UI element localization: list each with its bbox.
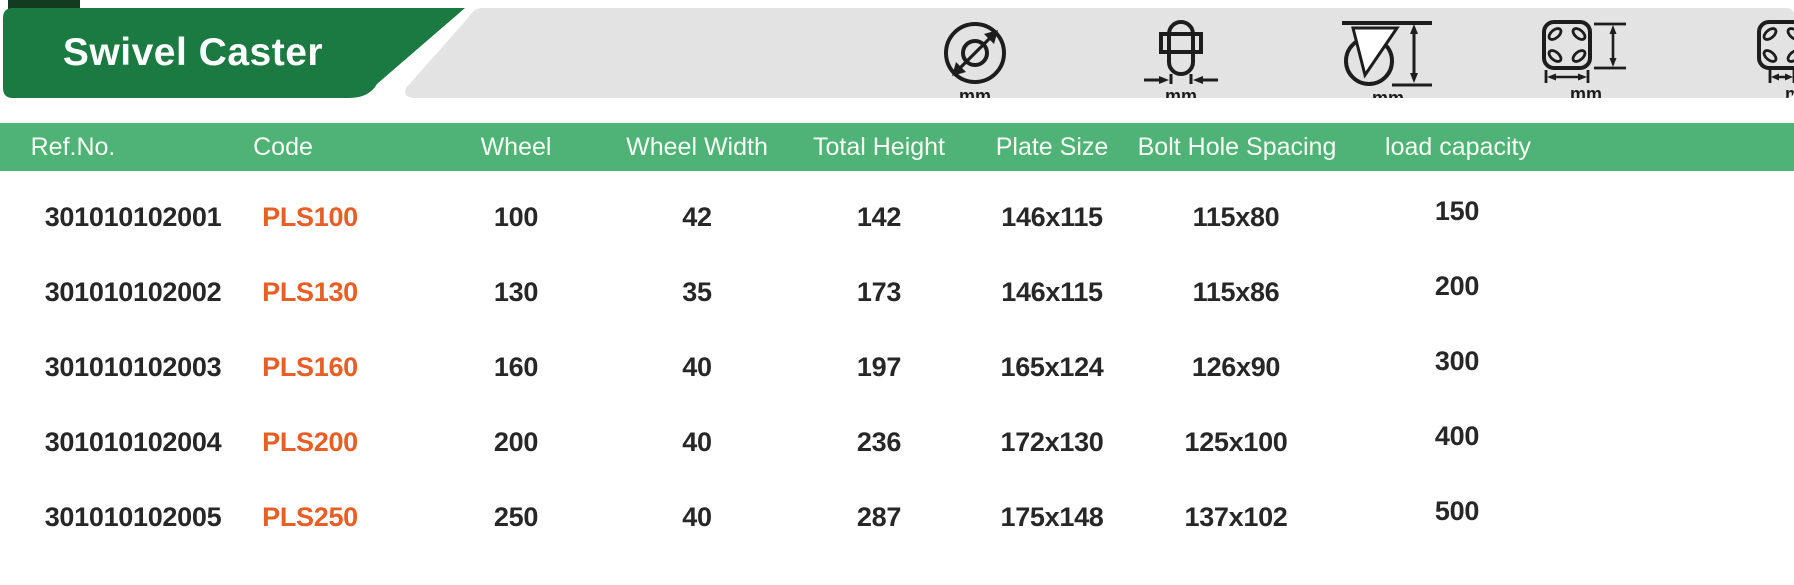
cell-plate-size: 175x148 (1000, 502, 1104, 532)
page-title: Swivel Caster (62, 31, 324, 74)
cell-code: PLS130 (262, 277, 358, 307)
column-header-plate-size: Plate Size (995, 133, 1109, 161)
wheel-width-icon (1136, 20, 1226, 86)
cell-code: PLS250 (262, 502, 358, 532)
table-row: 301010102003 PLS160 160 40 197 165x124 1… (0, 330, 1794, 405)
cell-wheel: 100 (493, 202, 539, 232)
cell-wheel-width: 40 (682, 502, 712, 532)
cell-total-height: 197 (856, 352, 902, 382)
cell-plate-size: 146x115 (1001, 202, 1103, 232)
bolt-hole-spacing-legend: mm (1751, 20, 1794, 103)
cell-wheel: 160 (493, 352, 539, 382)
cell-code: PLS160 (262, 352, 358, 382)
table-body: 301010102001 PLS100 100 42 142 146x115 1… (0, 180, 1794, 555)
cell-ref-no: 301010102004 (44, 427, 222, 457)
icon-band: mm mm (398, 8, 1794, 98)
cell-total-height: 236 (856, 427, 902, 457)
cell-bolt-hole-spacing: 125x100 (1184, 427, 1288, 457)
column-header-total-height: Total Height (812, 133, 946, 161)
cell-ref-no: 301010102003 (44, 352, 222, 382)
cell-plate-size: 172x130 (1000, 427, 1104, 457)
column-header-bolt-hole-spacing: Bolt Hole Spacing (1137, 133, 1337, 161)
unit-label: mm (1569, 84, 1602, 104)
column-header-code: Code (253, 133, 313, 161)
table-row: 301010102005 PLS250 250 40 287 175x148 1… (0, 480, 1794, 555)
cell-wheel-width: 42 (682, 202, 712, 232)
column-header-load-capacity: load capacity (1385, 133, 1531, 161)
unit-label: mm (958, 86, 991, 106)
wheel-width-legend: mm (1136, 20, 1226, 105)
unit-label: mm (1371, 88, 1404, 108)
table-row: 301010102004 PLS200 200 40 236 172x130 1… (0, 405, 1794, 480)
cell-ref-no: 301010102002 (44, 277, 222, 307)
cell-wheel: 200 (493, 427, 539, 457)
cell-wheel: 130 (493, 277, 539, 307)
cell-load-capacity: 300 (1434, 346, 1480, 376)
cell-bolt-hole-spacing: 126x90 (1191, 352, 1281, 382)
total-height-legend: mm (1340, 20, 1436, 107)
ribbon-fold (8, 0, 80, 9)
plate-size-icon (1536, 20, 1636, 84)
bolt-hole-spacing-icon (1751, 20, 1794, 84)
cell-load-capacity: 400 (1434, 421, 1480, 451)
cell-bolt-hole-spacing: 115x86 (1192, 277, 1280, 307)
cell-code: PLS200 (262, 427, 358, 457)
title-ribbon: Swivel Caster (3, 8, 465, 98)
cell-load-capacity: 200 (1434, 271, 1480, 301)
wheel-diameter-legend: mm (930, 20, 1020, 105)
plate-size-legend: mm (1536, 20, 1636, 103)
cell-load-capacity: 150 (1434, 196, 1480, 226)
cell-total-height: 287 (856, 502, 902, 532)
cell-wheel-width: 40 (682, 352, 712, 382)
total-height-icon (1340, 20, 1436, 88)
unit-label: mm (1164, 86, 1197, 106)
cell-plate-size: 146x115 (1001, 277, 1103, 307)
unit-label: mm (1784, 84, 1794, 104)
cell-bolt-hole-spacing: 137x102 (1184, 502, 1288, 532)
cell-wheel: 250 (493, 502, 539, 532)
cell-plate-size: 165x124 (1000, 352, 1104, 382)
wheel-diameter-icon (930, 20, 1020, 86)
table-row: 301010102002 PLS130 130 35 173 146x115 1… (0, 255, 1794, 330)
cell-wheel-width: 40 (682, 427, 712, 457)
column-header-wheel-width: Wheel Width (626, 133, 768, 161)
cell-bolt-hole-spacing: 115x80 (1192, 202, 1280, 232)
cell-ref-no: 301010102001 (44, 202, 222, 232)
table-header-row: Ref.No. Code Wheel Wheel Width Total Hei… (0, 123, 1794, 171)
column-header-ref-no: Ref.No. (30, 133, 116, 161)
cell-code: PLS100 (262, 202, 358, 232)
column-header-wheel: Wheel (480, 133, 552, 161)
cell-total-height: 142 (856, 202, 902, 232)
cell-load-capacity: 500 (1434, 496, 1480, 526)
cell-ref-no: 301010102005 (44, 502, 222, 532)
cell-wheel-width: 35 (682, 277, 712, 307)
cell-total-height: 173 (856, 277, 902, 307)
table-row: 301010102001 PLS100 100 42 142 146x115 1… (0, 180, 1794, 255)
